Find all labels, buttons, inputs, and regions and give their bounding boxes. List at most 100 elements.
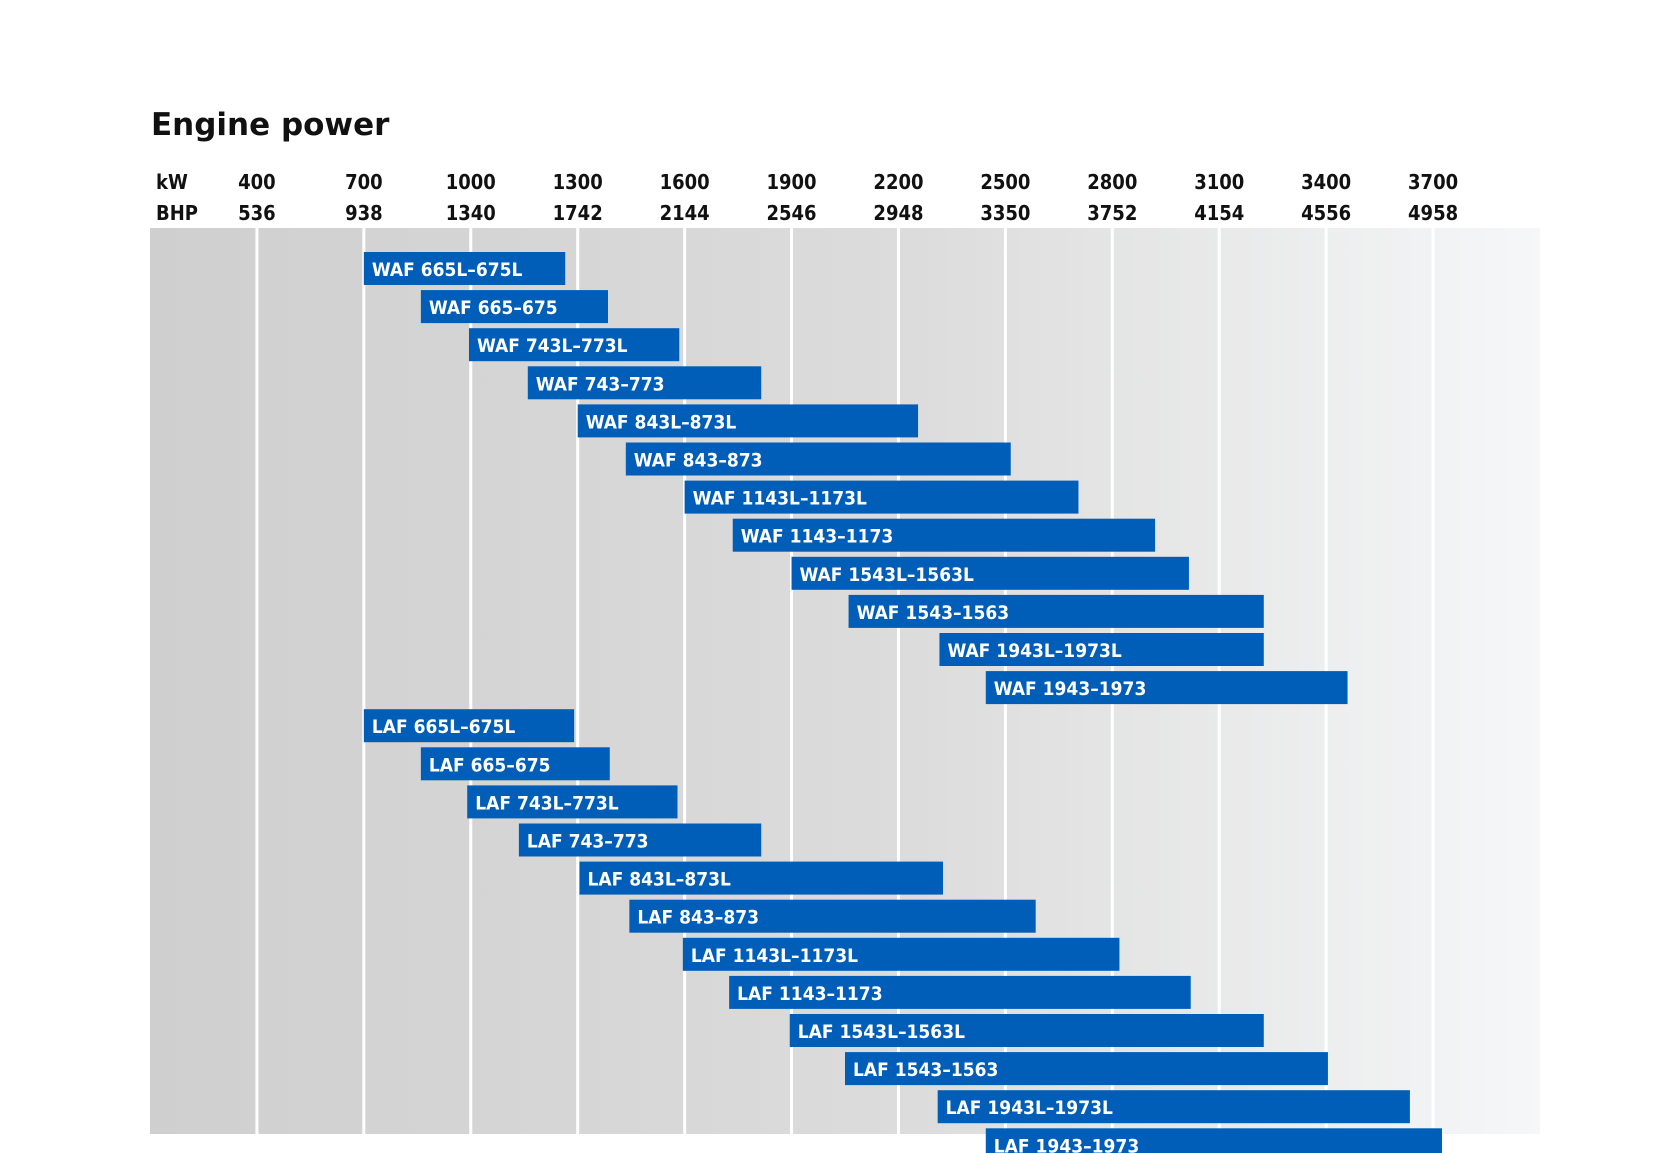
bar-rect-14 [420,747,610,781]
bar-20: LAF 1143–1173 [729,975,1191,1009]
bhp-tick-1: 938 [345,201,383,225]
bar-7: WAF 1143L–1173L [684,480,1079,514]
bar-rect-16 [518,823,762,857]
bar-rect-8 [732,518,1156,552]
bar-label-10: WAF 1543–1563 [857,602,1010,624]
chart-title: Engine power [151,107,390,143]
bar-label-20: LAF 1143–1173 [737,983,882,1005]
kw-tick-4: 1600 [660,170,710,194]
bar-label-3: WAF 743L–773L [477,335,628,357]
bar-rect-19 [682,937,1120,971]
bar-label-7: WAF 1143L–1173L [693,488,867,510]
bar-rect-1 [363,252,566,285]
bar-18: LAF 843–873 [629,899,1036,933]
bar-23: LAF 1943L–1973L [937,1090,1410,1124]
bar-label-24: LAF 1943–1973 [994,1135,1139,1153]
kw-tick-3: 1300 [553,170,603,194]
bar-rect-21 [789,1014,1264,1047]
bar-rect-7 [684,480,1079,514]
bar-rect-12 [985,671,1348,705]
bar-19: LAF 1143L–1173L [682,937,1120,971]
bar-label-12: WAF 1943–1973 [994,678,1147,700]
kw-tick-10: 3400 [1301,170,1351,194]
bar-rect-2 [420,290,608,324]
engine-bars: WAF 665L–675L WAF 665–675 WAF 743L–773L WAF… [363,252,1442,1153]
bhp-tick-10: 4556 [1301,201,1351,225]
bar-rect-4 [527,366,762,400]
bar-6: WAF 843–873 [625,442,1011,476]
kw-tick-5: 1900 [766,170,816,194]
bar-16: LAF 743–773 [518,823,762,857]
bar-3: WAF 743L–773L [468,328,680,362]
bar-22: LAF 1543–1563 [845,1052,1328,1086]
bar-10: WAF 1543–1563 [848,594,1264,628]
bar-label-11: WAF 1943L–1973L [947,640,1121,662]
bar-13: LAF 665L–675L [363,709,575,743]
bar-label-23: LAF 1943L–1973L [946,1097,1113,1119]
bar-rect-20 [729,975,1191,1009]
bar-rect-13 [363,709,575,743]
kw-tick-6: 2200 [873,170,923,194]
bar-rect-22 [845,1052,1328,1086]
bar-14: LAF 665–675 [420,747,610,781]
bar-2: WAF 665–675 [420,290,608,324]
bar-17: LAF 843L–873L [579,861,944,895]
bar-11: WAF 1943L–1973L [939,633,1264,666]
bar-label-13: LAF 665L–675L [372,716,516,738]
kw-tick-7: 2500 [980,170,1030,194]
bar-label-14: LAF 665–675 [429,754,551,776]
kw-tick-2: 1000 [446,170,496,194]
kw-tick-9: 3100 [1194,170,1244,194]
bhp-tick-4: 2144 [660,201,710,225]
bhp-tick-11: 4958 [1408,201,1458,225]
bhp-axis-label: BHP [156,201,198,225]
kw-tick-8: 2800 [1087,170,1137,194]
bar-label-17: LAF 843L–873L [587,869,731,891]
bar-label-15: LAF 743L–773L [475,792,619,814]
axis-ticks: kW BHP 400 700 1000 1300 1600 1900 2200 2500 280… [156,170,1458,225]
bar-24: LAF 1943–1973 [985,1128,1442,1153]
bar-9: WAF 1543L–1563L [791,556,1189,590]
bar-rect-17 [579,861,944,895]
bar-label-1: WAF 665L–675L [372,259,523,281]
bhp-tick-6: 2948 [873,201,923,225]
bar-rect-15 [467,785,678,819]
bar-1: WAF 665L–675L [363,252,566,285]
kw-axis-label: kW [156,170,188,194]
bhp-tick-8: 3752 [1087,201,1137,225]
bar-rect-18 [629,899,1036,933]
bhp-tick-5: 2546 [766,201,816,225]
bhp-tick-9: 4154 [1194,201,1244,225]
bar-label-16: LAF 743–773 [527,831,649,853]
bar-rect-3 [468,328,680,362]
bar-rect-9 [791,556,1189,590]
bhp-tick-0: 536 [238,201,276,225]
bar-rect-5 [577,404,919,438]
bar-5: WAF 843L–873L [577,404,919,438]
bar-label-4: WAF 743–773 [536,373,665,395]
kw-tick-1: 700 [345,170,383,194]
bar-label-19: LAF 1143L–1173L [691,945,858,967]
bar-label-6: WAF 843–873 [634,450,763,472]
bar-rect-6 [625,442,1011,476]
bar-rect-24 [985,1128,1442,1153]
bar-rect-11 [939,633,1264,666]
bar-8: WAF 1143–1173 [732,518,1156,552]
bar-label-5: WAF 843L–873L [586,411,737,433]
bar-rect-10 [848,594,1264,628]
bar-rect-23 [937,1090,1410,1124]
bar-15: LAF 743L–773L [467,785,678,819]
bar-label-22: LAF 1543–1563 [853,1059,998,1081]
bar-label-9: WAF 1543L–1563L [800,564,974,586]
bar-label-8: WAF 1143–1173 [741,526,894,548]
bhp-tick-2: 1340 [446,201,496,225]
kw-tick-0: 400 [238,170,276,194]
bar-label-21: LAF 1543L–1563L [798,1021,965,1043]
bar-label-18: LAF 843–873 [637,907,759,929]
bhp-tick-7: 3350 [980,201,1030,225]
bar-4: WAF 743–773 [527,366,762,400]
bar-label-2: WAF 665–675 [429,297,558,319]
kw-tick-11: 3700 [1408,170,1458,194]
bar-12: WAF 1943–1973 [985,671,1348,705]
